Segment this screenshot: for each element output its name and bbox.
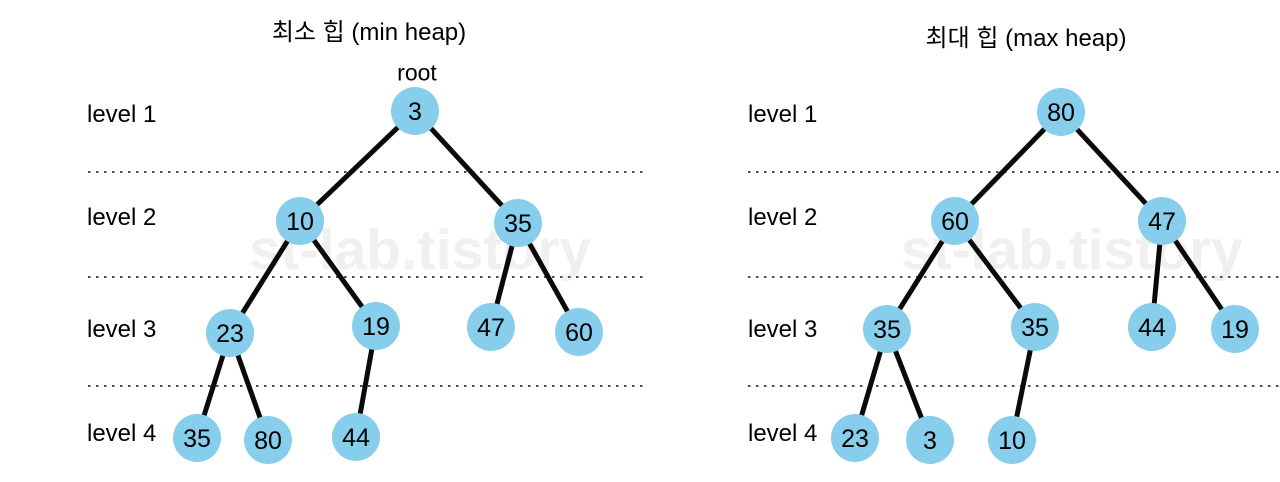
tree-node-value: 23 (841, 425, 869, 453)
level-label-max-1: level 1 (748, 101, 818, 128)
min-heap-node-3 (391, 87, 439, 135)
tree-node-value: 80 (1047, 99, 1075, 127)
level-label-max-4: level 4 (748, 420, 818, 447)
tree-edge (953, 110, 1063, 223)
level-label-min-4: level 4 (87, 420, 157, 447)
min-heap-node-80 (244, 416, 292, 464)
tree-node-value: 35 (873, 316, 901, 344)
tree-node-value: 60 (941, 208, 969, 236)
tree-node-value: 80 (254, 427, 282, 455)
tree-node-value: 19 (362, 313, 390, 341)
min-heap-node-19 (352, 302, 400, 350)
tree-edge (1059, 110, 1164, 223)
tree-node-value: 35 (183, 425, 211, 453)
min-heap-node-35 (494, 199, 542, 247)
tree-node-value: 3 (923, 427, 937, 455)
max-heap-node-3 (906, 416, 954, 464)
tree-node-value: 44 (1138, 314, 1166, 342)
tree-edge (298, 109, 417, 223)
tree-node-value: 23 (216, 320, 244, 348)
max-heap-node-35 (863, 305, 911, 353)
tree-node-value: 3 (408, 98, 422, 126)
max-heap-node-19 (1211, 305, 1259, 353)
min-heap-node-35 (173, 414, 221, 462)
max-heap-node-60 (931, 197, 979, 245)
tree-node-value: 44 (342, 424, 370, 452)
max-heap-node-80 (1037, 88, 1085, 136)
max-heap-node-44 (1128, 303, 1176, 351)
max-heap-node-47 (1138, 197, 1186, 245)
tree-node-value: 47 (1148, 208, 1176, 236)
min-heap-title: 최소 힙 (min heap) (271, 19, 467, 46)
min-heap-node-44 (332, 413, 380, 461)
max-heap-tree: 80 60 47 35 35 44 19 23 3 10 (831, 88, 1259, 464)
tree-edge (413, 109, 520, 225)
level-label-min-1: level 1 (87, 101, 157, 128)
level-label-min-2: level 2 (87, 204, 157, 231)
max-heap-node-35 (1011, 303, 1059, 351)
tree-node-value: 10 (998, 427, 1026, 455)
level-label-max-3: level 3 (748, 316, 818, 343)
level-label-max-2: level 2 (748, 204, 818, 231)
max-heap-node-23 (831, 414, 879, 462)
max-heap-title: 최대 힙 (max heap) (925, 25, 1127, 52)
tree-node-value: 19 (1221, 316, 1249, 344)
min-heap-node-10 (276, 197, 324, 245)
root-label: root (397, 59, 437, 86)
min-heap-node-23 (206, 309, 254, 357)
min-heap-node-47 (467, 303, 515, 351)
min-heap-tree: 3 10 35 23 19 47 60 35 80 44 (173, 87, 603, 464)
tree-node-value: 35 (504, 210, 532, 238)
tree-node-value: 47 (477, 314, 505, 342)
max-heap-node-10 (988, 416, 1036, 464)
level-label-min-3: level 3 (87, 316, 157, 343)
tree-node-value: 60 (565, 319, 593, 347)
tree-node-value: 10 (286, 208, 314, 236)
min-heap-node-60 (555, 308, 603, 356)
tree-node-value: 35 (1021, 314, 1049, 342)
